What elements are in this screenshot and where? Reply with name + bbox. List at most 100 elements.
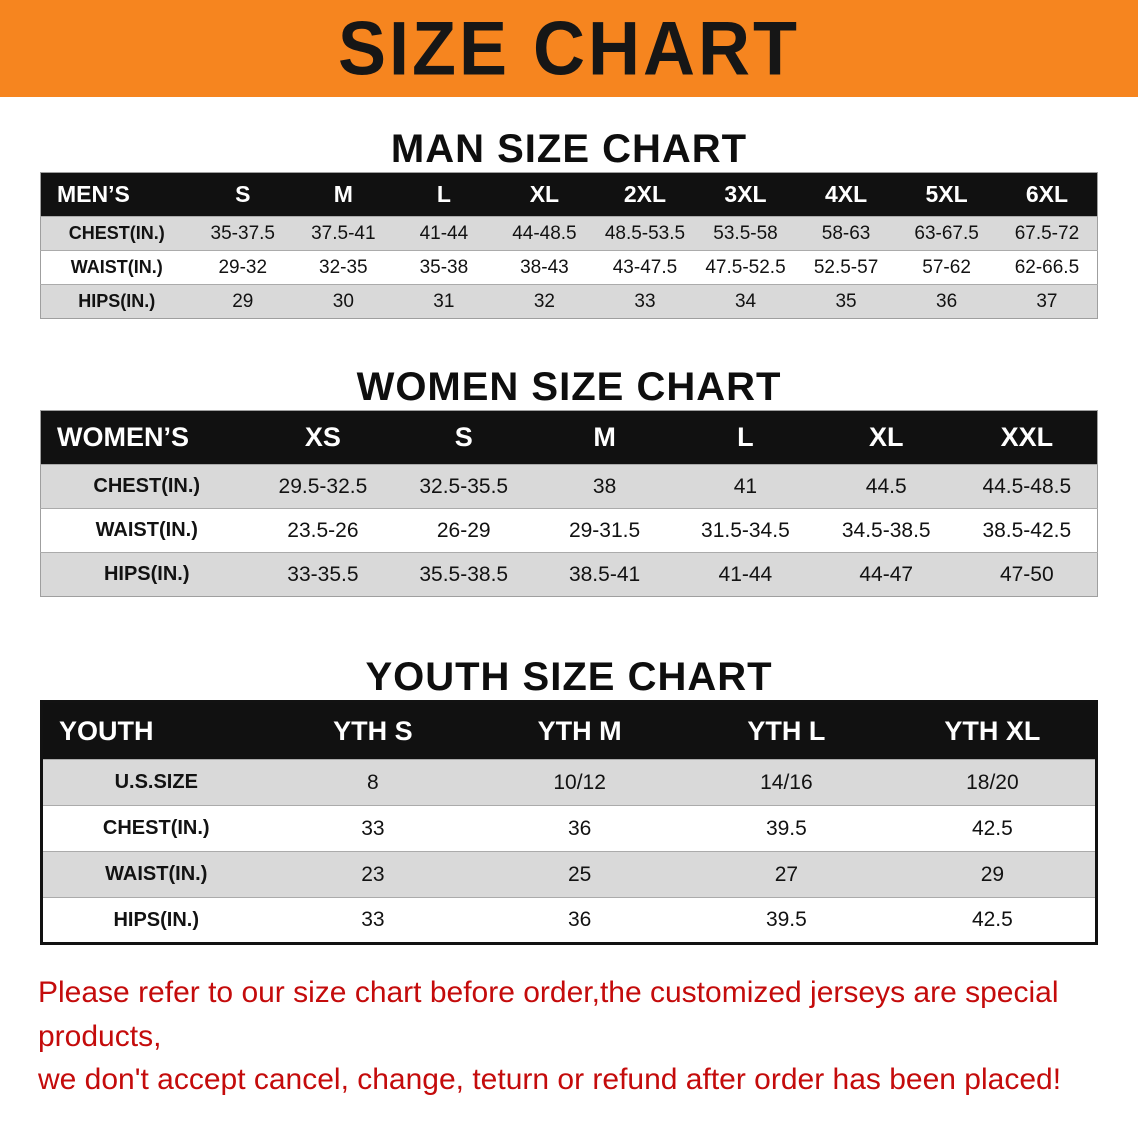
size-value: 42.5 [889,805,1097,852]
size-column-header: XL [494,172,595,217]
size-value: 47-50 [956,552,1098,597]
size-value: 44-47 [815,552,957,597]
size-value: 34.5-38.5 [815,508,957,553]
row-label: WAIST(IN.) [41,851,270,898]
size-value: 18/20 [889,759,1097,806]
size-value: 63-67.5 [896,216,997,251]
row-label: U.S.SIZE [41,759,270,806]
size-column-header: 4XL [795,172,897,217]
footer-note: Please refer to our size chart before or… [38,971,1102,1102]
row-label: WAIST(IN.) [40,250,193,285]
size-value: 33 [269,805,477,852]
size-value: 53.5-58 [695,216,796,251]
size-column-header: 5XL [896,172,997,217]
size-value: 36 [476,897,683,944]
youth-size-table: YOUTH YTH S YTH M YTH L YTH XL U.S.SIZE 8 10/12… [40,700,1098,945]
size-value: 37.5-41 [293,216,394,251]
size-value: 29.5-32.5 [252,464,394,509]
table-title-cell: MEN’S [40,172,193,217]
table-row: HIPS(IN.) 33 36 39.5 42.5 [41,897,1097,944]
size-value: 44.5-48.5 [956,464,1098,509]
footer-note-line1: Please refer to our size chart before or… [38,976,1059,1053]
size-column-header: XXL [956,410,1098,465]
table-row: HIPS(IN.) 33-35.5 35.5-38.5 38.5-41 41-44 44-… [40,552,1098,597]
size-value: 31 [393,284,495,319]
men-section-title: MAN SIZE CHART [390,127,748,171]
size-column-header: 6XL [996,172,1098,217]
size-column-header: XS [252,410,394,465]
table-header-row: WOMEN’S XS S M L XL XXL [40,410,1098,465]
table-title-cell: WOMEN’S [40,410,253,465]
size-value: 10/12 [476,759,683,806]
size-value: 8 [269,759,477,806]
table-row: U.S.SIZE 8 10/12 14/16 18/20 [41,759,1097,806]
banner: SIZE CHART [0,0,1138,97]
size-value: 29 [192,284,294,319]
size-value: 39.5 [683,805,890,852]
table-row: CHEST(IN.) 33 36 39.5 42.5 [41,805,1097,852]
women-section-title: WOMEN SIZE CHART [356,365,782,409]
table-header-row: YOUTH YTH S YTH M YTH L YTH XL [41,701,1097,760]
size-value: 33 [594,284,696,319]
row-label: CHEST(IN.) [40,216,193,251]
row-label: CHEST(IN.) [41,805,270,852]
size-column-header: YTH XL [889,701,1097,760]
size-value: 35-37.5 [192,216,294,251]
size-value: 35-38 [393,250,495,285]
size-value: 38 [534,464,675,509]
men-size-table: MEN’S S M L XL 2XL 3XL 4XL 5XL 6XL CHEST(IN.) 35-37… [40,172,1098,319]
row-label: HIPS(IN.) [40,284,193,319]
size-column-header: M [293,172,394,217]
size-value: 47.5-52.5 [695,250,796,285]
table-header-row: MEN’S S M L XL 2XL 3XL 4XL 5XL 6XL [40,172,1098,217]
size-value: 48.5-53.5 [594,216,696,251]
table-row: WAIST(IN.) 29-32 32-35 35-38 38-43 43-47.5 47.… [40,250,1098,285]
row-label: WAIST(IN.) [40,508,253,553]
size-value: 25 [476,851,683,898]
size-value: 37 [996,284,1098,319]
page-title: SIZE CHART [338,6,800,91]
size-column-header: S [393,410,535,465]
size-value: 44-48.5 [494,216,595,251]
size-value: 41-44 [674,552,816,597]
size-column-header: M [534,410,675,465]
size-column-header: L [674,410,816,465]
table-row: WAIST(IN.) 23.5-26 26-29 29-31.5 31.5-34.5 34… [40,508,1098,553]
size-value: 26-29 [393,508,535,553]
size-value: 14/16 [683,759,890,806]
size-column-header: XL [815,410,957,465]
table-row: CHEST(IN.) 35-37.5 37.5-41 41-44 44-48.5 48.5… [40,216,1098,251]
size-value: 42.5 [889,897,1097,944]
size-value: 23.5-26 [252,508,394,553]
size-value: 58-63 [795,216,897,251]
size-value: 57-62 [896,250,997,285]
size-column-header: YTH S [269,701,477,760]
size-column-header: 2XL [594,172,696,217]
size-value: 38.5-42.5 [956,508,1098,553]
size-value: 41 [674,464,816,509]
size-value: 35 [795,284,897,319]
size-value: 41-44 [393,216,495,251]
size-column-header: YTH M [476,701,683,760]
size-value: 36 [896,284,997,319]
table-row: CHEST(IN.) 29.5-32.5 32.5-35.5 38 41 44.5 44.5… [40,464,1098,509]
size-value: 30 [293,284,394,319]
size-value: 35.5-38.5 [393,552,535,597]
size-value: 39.5 [683,897,890,944]
size-value: 29 [889,851,1097,898]
size-value: 33-35.5 [252,552,394,597]
row-label: HIPS(IN.) [40,552,253,597]
women-size-table: WOMEN’S XS S M L XL XXL CHEST(IN.) 29.5-32.5 32.5… [40,410,1098,597]
size-value: 32-35 [293,250,394,285]
size-value: 23 [269,851,477,898]
size-value: 36 [476,805,683,852]
size-value: 32 [494,284,595,319]
size-value: 29-31.5 [534,508,675,553]
size-column-header: YTH L [683,701,890,760]
size-column-header: S [192,172,294,217]
size-value: 29-32 [192,250,294,285]
row-label: CHEST(IN.) [40,464,253,509]
size-value: 43-47.5 [594,250,696,285]
size-value: 52.5-57 [795,250,897,285]
